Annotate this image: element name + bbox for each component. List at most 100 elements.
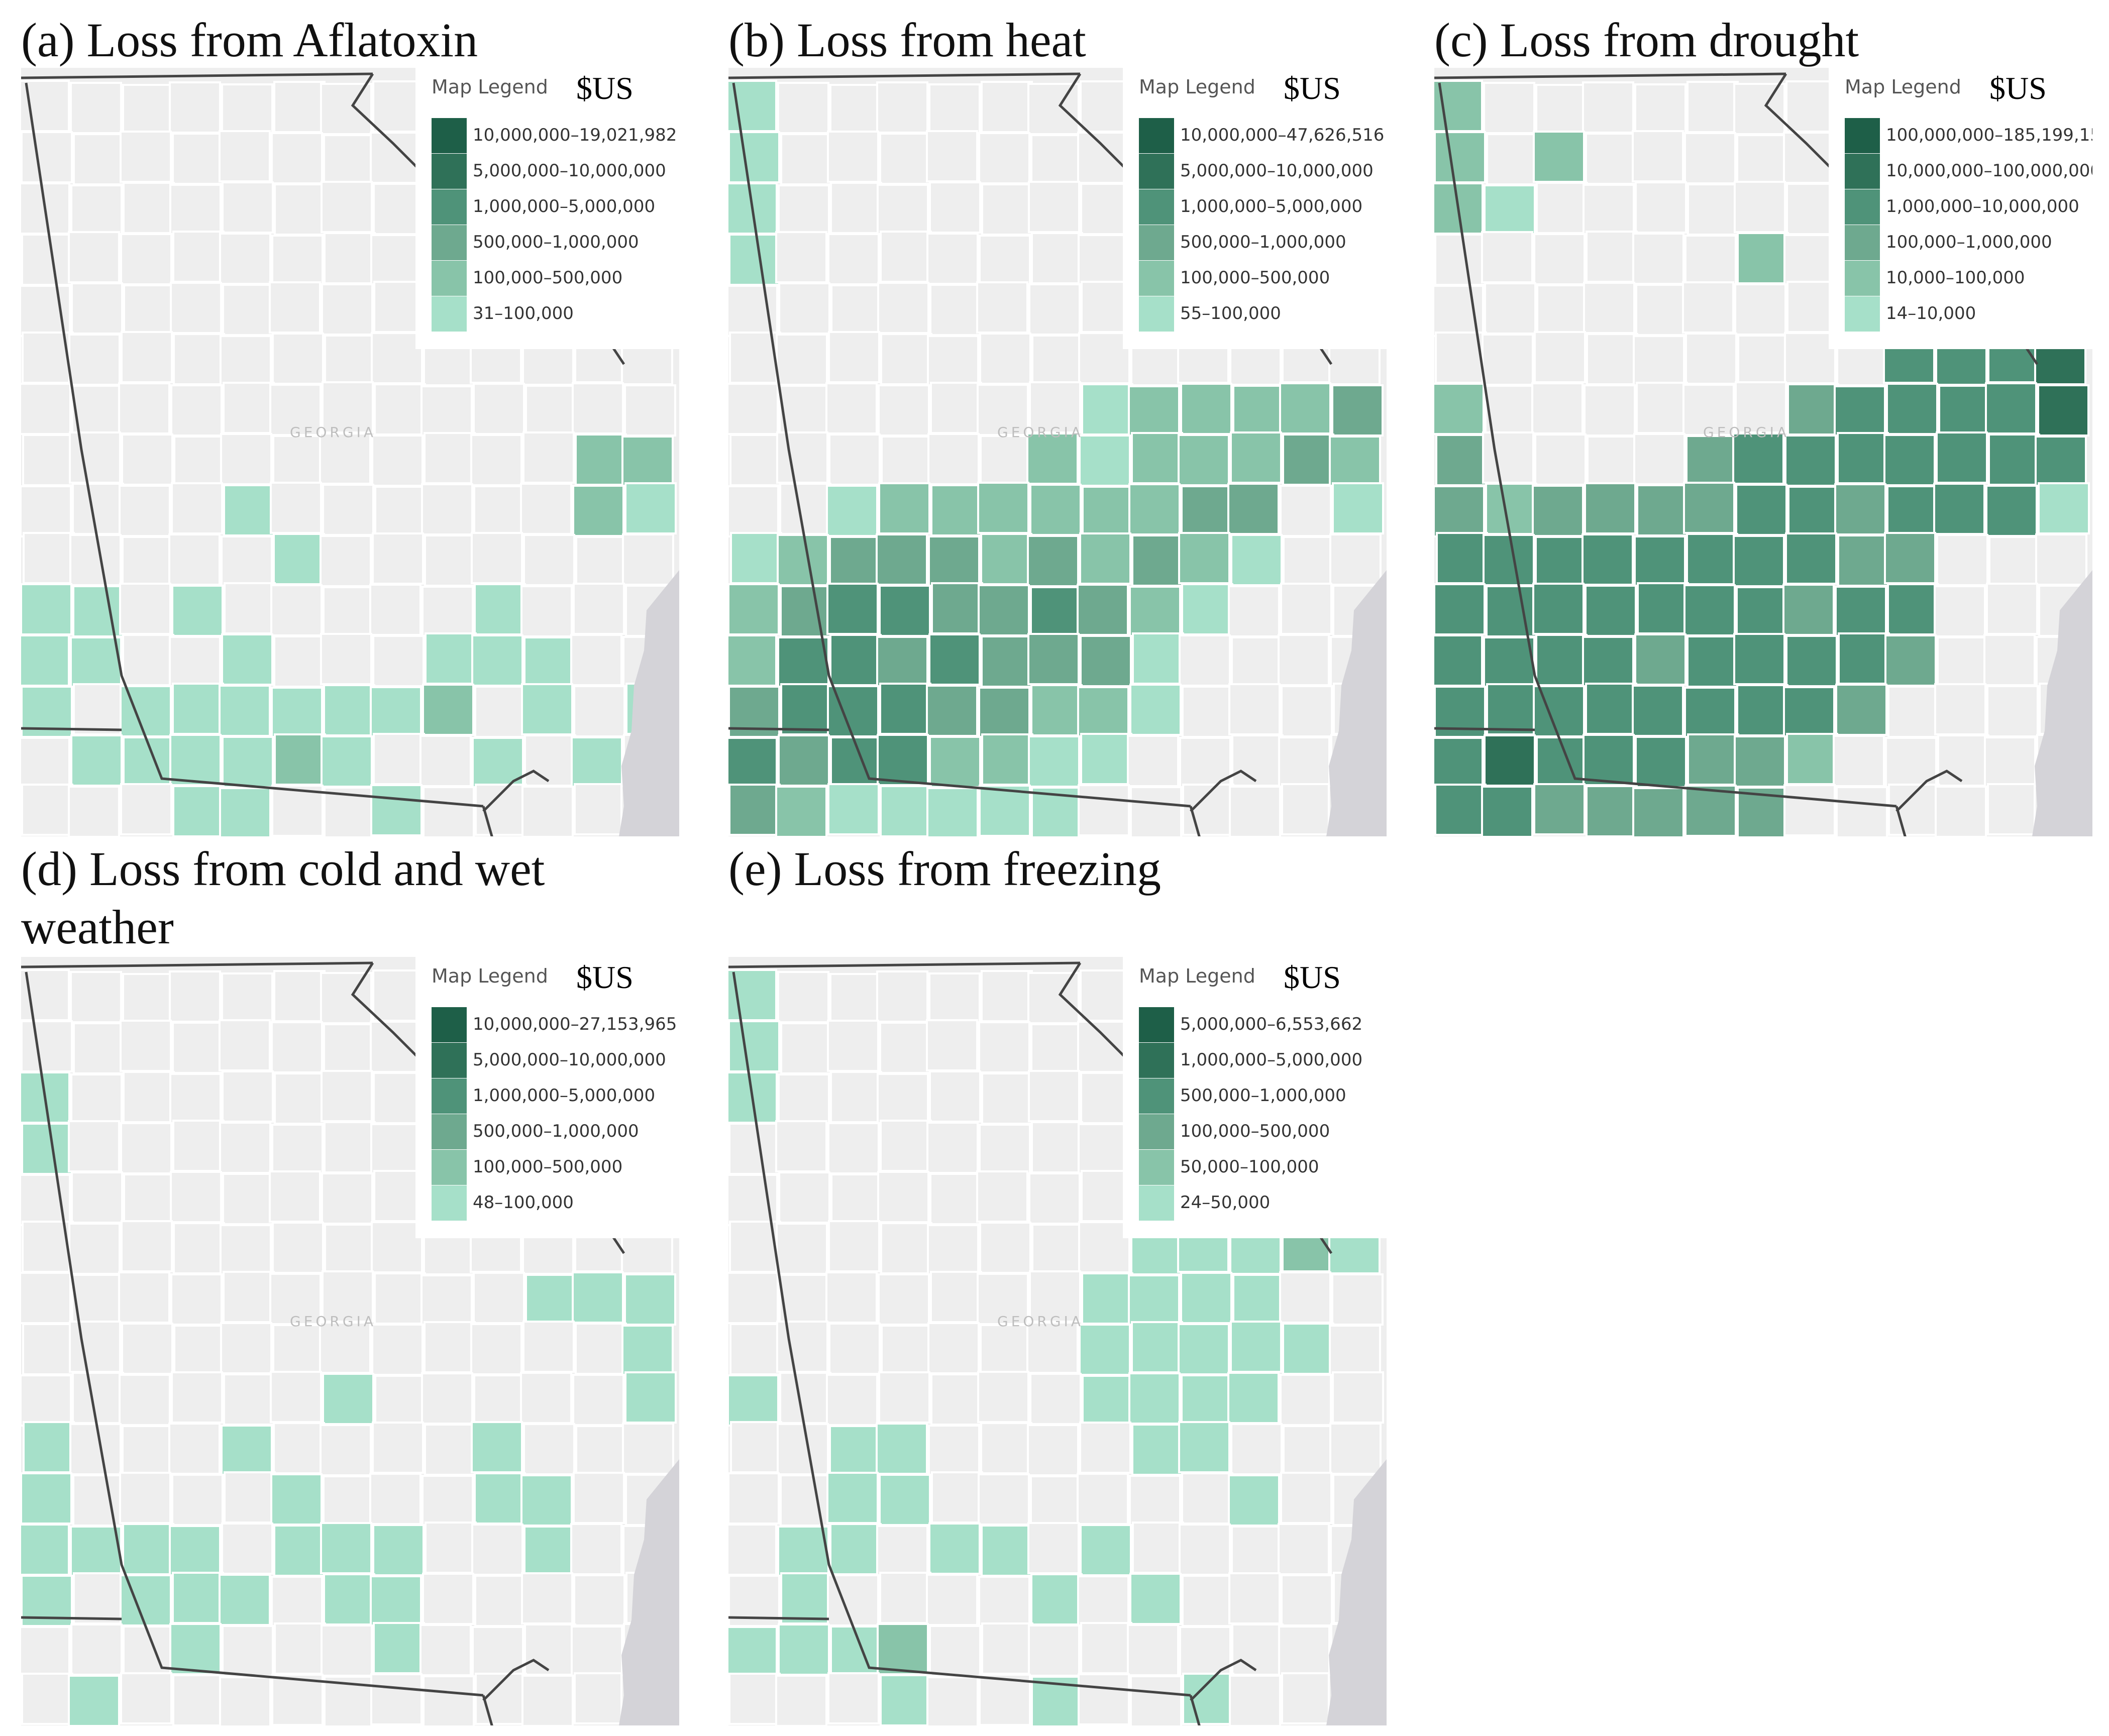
legend-heading: Map Legend (1139, 76, 1255, 98)
legend-row: 50,000–100,000 (1139, 1150, 1385, 1185)
county-shaded (70, 1526, 122, 1578)
county-shaded (2037, 384, 2089, 437)
county (22, 434, 74, 486)
county-shaded (21, 1524, 70, 1576)
legend-swatch (432, 118, 467, 153)
county (72, 1474, 125, 1527)
county-shaded (1686, 533, 1738, 585)
county-shaded (323, 684, 375, 736)
county (928, 83, 981, 136)
county (977, 1273, 1029, 1325)
county (221, 535, 273, 588)
legend-swatch (1139, 154, 1174, 189)
county (68, 1120, 120, 1172)
county-shaded (72, 585, 125, 637)
county (980, 1324, 1032, 1376)
legend-range-label: 100,000–500,000 (1180, 1121, 1330, 1141)
state-border-line (21, 727, 122, 731)
county (474, 1575, 526, 1627)
county-shaded (521, 683, 573, 735)
map-heat: GEORGIA Map Legend $US 10,000,000–47,626,51… (728, 68, 1387, 836)
county-shaded (1131, 1424, 1184, 1476)
county (1533, 233, 1586, 285)
county-shaded (1329, 436, 1381, 488)
county (425, 1522, 477, 1574)
county (73, 133, 125, 185)
county (170, 282, 222, 334)
county (926, 1019, 978, 1071)
county (70, 971, 122, 1023)
legend-range-label: 500,000–1,000,000 (473, 232, 639, 252)
county (728, 1673, 781, 1725)
county (371, 1221, 423, 1273)
county (273, 635, 326, 688)
county-shaded (1933, 483, 1985, 535)
county (978, 132, 1030, 184)
legend-swatch (1139, 1185, 1174, 1221)
county (120, 1122, 172, 1174)
county (780, 133, 832, 185)
county (827, 1020, 879, 1072)
county-shaded (928, 535, 980, 588)
county (1030, 1023, 1083, 1075)
county (219, 1122, 271, 1174)
ocean (619, 1459, 679, 1725)
county (976, 281, 1028, 334)
legend-swatch (1845, 189, 1880, 225)
county (978, 1021, 1030, 1073)
county (1080, 80, 1132, 133)
county (1078, 784, 1130, 836)
county (1279, 1271, 1331, 1324)
county-shaded (1582, 636, 1634, 688)
county (927, 1322, 980, 1374)
county (1483, 82, 1535, 134)
county-shaded (1434, 485, 1485, 537)
county (72, 1372, 124, 1424)
panel-c-title: (c) Loss from drought (1434, 13, 1859, 67)
county (1584, 384, 1636, 437)
county (926, 233, 979, 285)
county (827, 1672, 880, 1724)
county (570, 1523, 622, 1575)
legend-range-label: 1,000,000–10,000,000 (1886, 196, 2079, 216)
county (374, 1272, 426, 1325)
county (1281, 1672, 1333, 1724)
county-shaded (728, 131, 780, 183)
county (830, 284, 883, 337)
county (170, 384, 223, 437)
county-shaded (1029, 484, 1082, 536)
county (928, 1425, 980, 1477)
county-shaded (1685, 435, 1738, 487)
county (1682, 281, 1734, 334)
legend-row: 1,000,000–5,000,000 (432, 1078, 678, 1114)
county (830, 182, 882, 234)
legend-range-label: 48–100,000 (473, 1192, 574, 1213)
county-shaded (1886, 383, 1938, 435)
county-shaded (876, 636, 928, 688)
county (1231, 1623, 1284, 1676)
legend-row: 48–100,000 (432, 1185, 678, 1221)
county (521, 1572, 573, 1624)
county (930, 1373, 983, 1426)
county (122, 1425, 174, 1477)
county (319, 432, 371, 485)
legend-row: 14–10,000 (1845, 296, 2091, 332)
county (424, 432, 476, 484)
county (881, 1325, 933, 1377)
county (423, 1675, 475, 1725)
county-shaded (1533, 131, 1585, 183)
legend-range-label: 100,000–1,000,000 (1886, 232, 2052, 252)
county (928, 972, 981, 1025)
county (1633, 335, 1685, 387)
county (219, 1676, 271, 1725)
county-shaded (780, 1572, 832, 1624)
county (118, 382, 170, 435)
county (876, 1525, 928, 1577)
county (272, 435, 325, 487)
legend-range-label: 500,000–1,000,000 (1180, 1086, 1346, 1106)
county-shaded (624, 1273, 676, 1326)
county-shaded (829, 1425, 881, 1477)
county (1736, 134, 1788, 186)
county-shaded (572, 1271, 624, 1324)
county (1734, 283, 1786, 336)
